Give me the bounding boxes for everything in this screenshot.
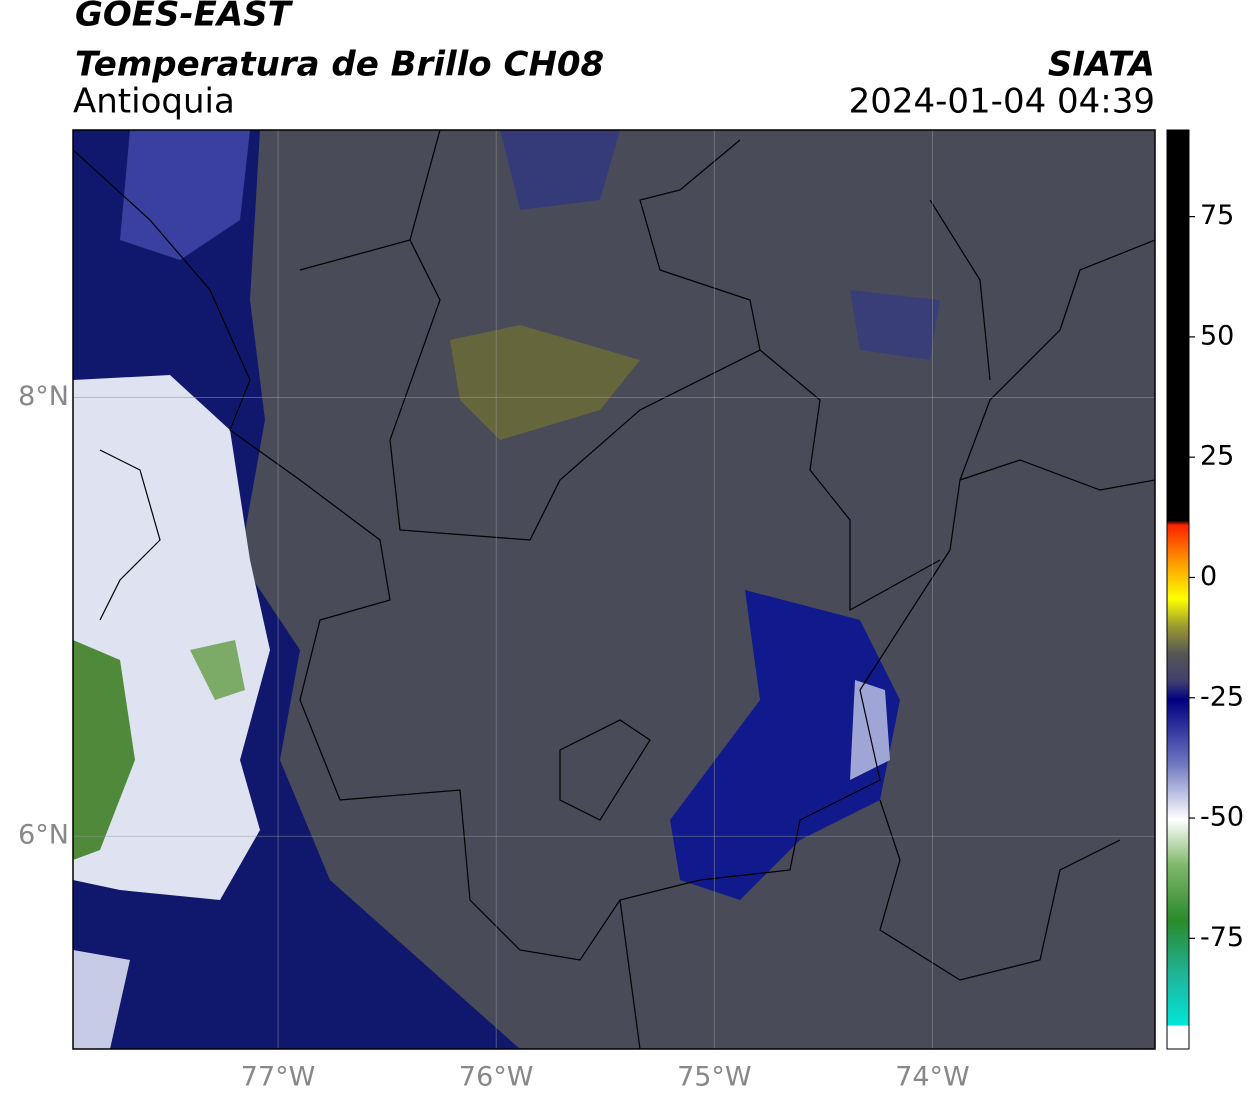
colorbar-tick-label: -75 [1200,922,1244,953]
x-tick-label: 75°W [677,1062,752,1093]
title: GOES-EAST [75,0,294,35]
x-tick-label: 77°W [241,1062,316,1093]
graticule [73,130,1155,1049]
map-field [73,130,1155,1049]
x-tick-label: 74°W [895,1062,970,1093]
colorbar-tick-label: -25 [1200,681,1244,712]
region: Antioquia [73,82,235,122]
source: SIATA [1048,45,1155,85]
subtitle: Temperatura de Brillo CH08 [75,45,604,85]
colorbar-tick-label: 25 [1200,441,1234,472]
datetime: 2024-01-04 04:39 [849,82,1155,122]
colorbar-tick-label: 75 [1200,200,1234,231]
colorbar-tick-label: 0 [1200,561,1217,592]
colorbar [1166,129,1190,1050]
y-tick-label: 8°N [18,381,69,412]
colorbar-tick-label: -50 [1200,802,1244,833]
map-frame [72,129,1156,1050]
colorbar-tick-label: 50 [1200,320,1234,351]
y-tick-label: 6°N [18,820,69,851]
x-tick-label: 76°W [459,1062,534,1093]
